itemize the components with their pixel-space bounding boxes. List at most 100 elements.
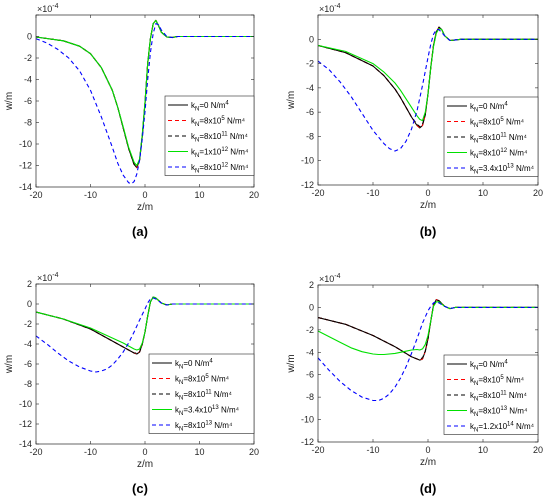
legend-entry: kN=8x105 N/m⁴ (470, 117, 525, 129)
legend-mid: =0 N/m (478, 102, 504, 111)
exponent-power: -4 (334, 273, 340, 280)
legend-tail: N/m⁴ (225, 117, 246, 126)
legend-sup: 12 (500, 148, 507, 154)
y-tick-label: -12 (19, 419, 32, 429)
y-tick-label: -10 (19, 139, 32, 149)
exponent-base: ×10 (37, 4, 52, 14)
y-tick-label: -12 (301, 180, 314, 190)
chart-panel-b: -20 -10 0 10 200-2-4-6-8-10-12×10-4z/mw/m kN=… (286, 3, 543, 239)
legend-k: k (470, 360, 475, 369)
legend-entry: kN=8x1011 N/m⁴ (191, 132, 248, 144)
legend-entry: kN=8x105 N/m⁴ (191, 116, 246, 128)
legend-entry: kN=8x1011 N/m⁴ (470, 133, 527, 145)
legend-entry: kN=8x1011 N/m⁴ (470, 391, 527, 403)
legend-sub: N (474, 170, 478, 176)
x-tick-label: 10 (478, 188, 488, 198)
legend-entry: kN=3.4x1013 N/m⁴ (470, 164, 535, 176)
legend-k: k (175, 421, 180, 430)
x-axis-label: z/m (137, 459, 153, 470)
legend-sub: N (179, 380, 183, 386)
y-tick-label: -4 (24, 75, 32, 85)
x-tick-label: 20 (249, 447, 259, 457)
legend-sub: N (474, 412, 478, 418)
legend-sup: 4 (209, 359, 213, 365)
legend-entry: kN=8x1013 N/m⁴ (470, 406, 528, 418)
x-tick-label: -10 (366, 188, 379, 198)
legend-tail: N/m⁴ (504, 376, 525, 385)
legend-entry: kN=8x1011 N/m⁴ (175, 390, 232, 402)
x-tick-label: -20 (29, 447, 42, 457)
y-tick-label: -4 (24, 339, 32, 349)
legend-box (164, 95, 255, 176)
x-tick-label: -10 (366, 445, 379, 455)
legend-k: k (191, 163, 196, 172)
y-axis-label: w/m (4, 355, 15, 374)
y-tick-label: -14 (19, 182, 32, 192)
legend-tail: N/m⁴ (228, 132, 249, 141)
y-tick-label: -2 (306, 59, 314, 69)
legend-tail: N/m⁴ (219, 406, 240, 415)
x-tick-label: 10 (194, 190, 204, 200)
y-tick-label: 2 (27, 279, 32, 289)
x-axis-label: z/m (420, 457, 436, 468)
legend-sup: 13 (205, 421, 212, 427)
legend-sup: 4 (504, 102, 508, 108)
y-tick-label: -10 (301, 415, 314, 425)
legend-mid: =1x10 (199, 148, 222, 157)
chart-panel-c: -20 -10 0 10 2020-2-4-6-8-10-12-14×10-4z/mw/… (4, 272, 259, 496)
series-line-4 (36, 19, 254, 167)
legend-k: k (470, 407, 475, 416)
x-tick-label: 0 (425, 445, 430, 455)
y-tick-label: -2 (306, 325, 314, 335)
legend-sup: 5 (500, 117, 504, 123)
legend-sub: N (195, 107, 199, 113)
legend-sup: 11 (221, 132, 228, 138)
y-tick-label: -6 (24, 359, 32, 369)
panel-caption: (c) (132, 481, 148, 496)
legend-entry: kN=8x1012 N/m⁴ (470, 148, 528, 160)
legend-tail: N/m⁴ (514, 164, 535, 173)
legend-sub: N (474, 154, 478, 160)
legend-tail: N/m⁴ (507, 133, 528, 142)
y-tick-label: 2 (309, 280, 314, 290)
legend-entry: kN=8x1013 N/m⁴ (175, 421, 233, 433)
legend-tail: N/m⁴ (228, 148, 249, 157)
legend-k: k (175, 359, 180, 368)
exponent-base: ×10 (319, 4, 334, 14)
legend-sub: N (474, 366, 478, 372)
legend-tail: N/m⁴ (209, 375, 230, 384)
exponent-power: -4 (52, 3, 58, 10)
x-tick-label: -20 (311, 445, 324, 455)
x-axis-label: z/m (420, 200, 436, 211)
legend-mid: =0 N/m (183, 359, 209, 368)
y-tick-label: 0 (27, 299, 32, 309)
exponent-power: -4 (52, 272, 58, 279)
series-group (36, 19, 254, 185)
legend-mid: =8x10 (183, 390, 206, 399)
legend-sup: 5 (500, 375, 504, 381)
legend-box (443, 96, 539, 177)
legend-mid: =8x10 (199, 132, 222, 141)
series-line-5 (36, 23, 254, 185)
x-tick-label: 0 (425, 188, 430, 198)
legend-tail: N/m⁴ (504, 118, 525, 127)
legend-mid: =1.2x10 (478, 422, 507, 431)
legend-sup: 4 (225, 101, 229, 107)
legend-sup: 13 (500, 406, 507, 412)
x-tick-label: 10 (194, 447, 204, 457)
y-tick-label: -4 (306, 83, 314, 93)
legend-k: k (191, 117, 196, 126)
y-tick-label: -6 (24, 96, 32, 106)
x-tick-label: -20 (29, 190, 42, 200)
legend-mid: =3.4x10 (183, 406, 212, 415)
y-tick-label: -12 (19, 161, 32, 171)
legend-sub: N (195, 138, 199, 144)
exponent-label: ×10-4 (319, 273, 341, 284)
legend-k: k (470, 376, 475, 385)
legend-sub: N (179, 365, 183, 371)
legend-k: k (175, 390, 180, 399)
